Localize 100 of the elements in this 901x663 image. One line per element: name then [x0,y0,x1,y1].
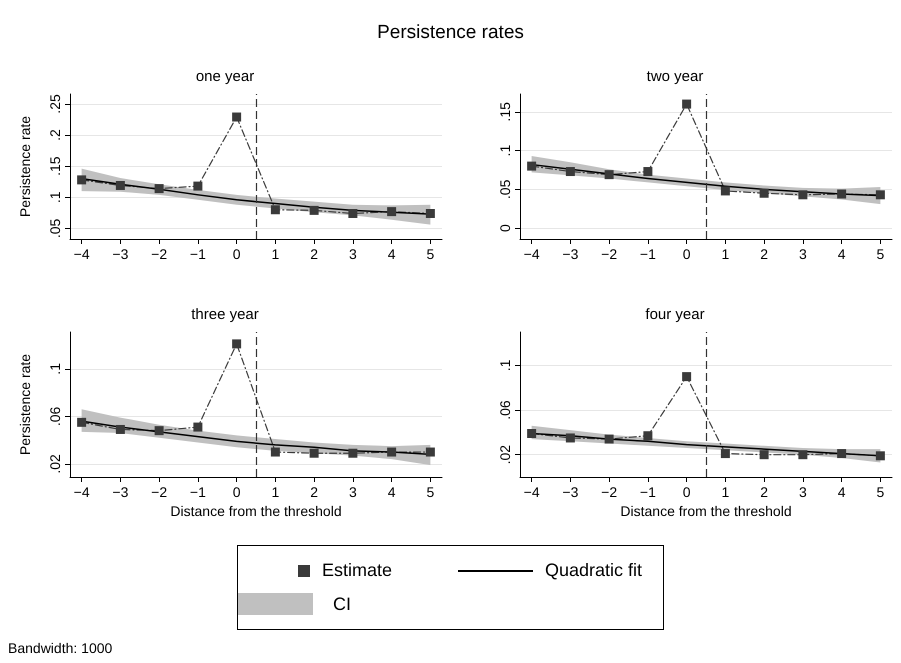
point [566,433,575,442]
point [527,429,536,438]
y-tick-label: .02 [47,454,63,474]
point [566,167,575,176]
point [682,100,692,109]
point [682,372,692,382]
legend-label: Estimate [322,560,392,581]
point [154,184,164,194]
x-tick-label: 5 [426,484,434,500]
point [232,112,242,122]
point [798,190,808,200]
y-tick-label: 0 [497,224,513,232]
point [232,339,242,348]
point [193,182,202,191]
point [527,162,536,171]
point [116,424,125,434]
text: Persistence rates [376,22,525,44]
x-tick-label: −3 [562,484,579,500]
x-tick-label: 4 [838,484,846,500]
x-tick-label: 3 [348,484,357,500]
x-tick-label: −4 [74,484,90,500]
point [720,449,730,458]
point [310,206,319,215]
point [77,175,86,184]
point [77,418,86,427]
point [348,208,358,218]
y-axis-title: Persistence rate [17,116,33,218]
x-tick-label: 3 [798,246,807,262]
x-tick-label: −1 [640,484,656,500]
x-tick-label: 0 [232,246,241,262]
y-axis-title: Persistence rate [17,354,33,456]
point [193,422,202,432]
y-tick-label: .1 [497,359,513,372]
point [643,167,652,176]
y-tick-label: .06 [47,406,63,426]
point [387,207,396,216]
x-tick-label: 4 [838,246,846,262]
legend-label: CI [333,594,351,614]
x-tick-label: 1 [271,246,280,262]
point [116,180,125,190]
x-tick-label: −1 [190,484,206,500]
x-tick-label: −2 [151,246,168,262]
text: Bandwidth: 1000 [8,640,112,656]
x-tick-label: 5 [876,484,884,500]
x-tick-label: 0 [682,246,691,262]
x-tick-label: 4 [388,484,396,500]
x-tick-label: −2 [601,246,618,262]
point [876,190,885,200]
x-tick-label: −4 [74,246,90,262]
y-tick-label: .15 [47,156,63,176]
x-tick-label: 2 [310,484,318,500]
y-tick-label: .25 [47,94,63,114]
x-tick-label: 2 [310,246,318,262]
x-tick-label: 1 [721,246,730,262]
x-tick-label: −2 [151,484,168,500]
point [876,451,885,460]
x-tick-label: −4 [524,246,540,262]
point [720,186,730,196]
point [426,448,435,457]
point [426,208,435,218]
chart-title: three year [191,306,259,323]
x-tick-label: 5 [426,246,434,262]
chart-title: four year [645,306,705,323]
y-tick-label: .05 [497,179,513,200]
y-tick-label: .15 [497,102,513,122]
point [387,448,396,457]
x-tick-label: −3 [112,246,129,262]
x-axis-title: Distance from the threshold [620,502,792,519]
x-tick-label: 2 [760,246,768,262]
point [154,426,164,436]
y-tick-label: .06 [497,400,513,420]
x-tick-label: −3 [562,246,579,262]
chart-title: two year [646,68,704,85]
point [270,448,280,457]
x-tick-label: 1 [721,484,730,500]
x-tick-label: 4 [388,246,396,262]
x-tick-label: −3 [112,484,129,500]
y-tick-label: .05 [47,218,63,238]
y-tick-label: .1 [47,191,63,204]
point [760,450,769,460]
x-tick-label: −2 [601,484,618,500]
point [270,205,280,214]
y-tick-label: .02 [497,444,513,464]
x-tick-label: 5 [876,246,884,262]
x-tick-label: 0 [682,484,691,500]
point [348,448,358,458]
point [798,450,808,460]
point [310,448,319,458]
x-tick-label: 3 [348,246,357,262]
chart-title: one year [196,68,254,85]
x-tick-label: 1 [271,484,280,500]
x-tick-label: −1 [190,246,206,262]
y-tick-label: .2 [47,129,63,141]
x-tick-label: 2 [760,484,768,500]
point [604,434,614,444]
point [643,431,652,440]
point [837,190,846,199]
point [604,170,614,180]
x-tick-label: 0 [232,484,241,500]
point [837,449,846,458]
